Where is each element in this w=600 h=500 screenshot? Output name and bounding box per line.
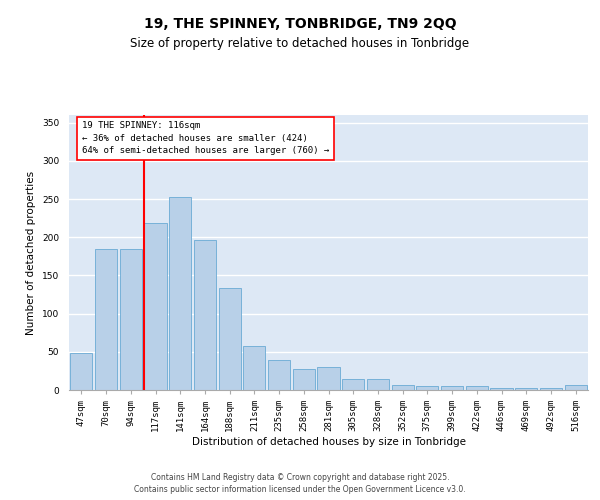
Text: 19 THE SPINNEY: 116sqm
← 36% of detached houses are smaller (424)
64% of semi-de: 19 THE SPINNEY: 116sqm ← 36% of detached… [82, 121, 329, 155]
Bar [70, 354, 92, 390]
Text: Contains public sector information licensed under the Open Government Licence v3: Contains public sector information licen… [134, 485, 466, 494]
Bar [416, 386, 439, 390]
X-axis label: Distribution of detached houses by size in Tonbridge: Distribution of detached houses by size … [191, 437, 466, 447]
Bar [342, 380, 364, 390]
Bar [441, 386, 463, 390]
Text: 19, THE SPINNEY, TONBRIDGE, TN9 2QQ: 19, THE SPINNEY, TONBRIDGE, TN9 2QQ [143, 18, 457, 32]
Y-axis label: Number of detached properties: Number of detached properties [26, 170, 37, 334]
Bar [293, 368, 315, 390]
Text: Contains HM Land Registry data © Crown copyright and database right 2025.: Contains HM Land Registry data © Crown c… [151, 472, 449, 482]
Bar [169, 196, 191, 390]
Bar [145, 222, 167, 390]
Bar [194, 240, 216, 390]
Bar [490, 388, 512, 390]
Bar [243, 346, 265, 390]
Bar [95, 250, 117, 390]
Bar [466, 386, 488, 390]
Bar [119, 250, 142, 390]
Bar [540, 388, 562, 390]
Text: Size of property relative to detached houses in Tonbridge: Size of property relative to detached ho… [130, 38, 470, 51]
Bar [218, 288, 241, 390]
Bar [565, 386, 587, 390]
Bar [367, 380, 389, 390]
Bar [515, 388, 538, 390]
Bar [317, 367, 340, 390]
Bar [268, 360, 290, 390]
Bar [392, 384, 414, 390]
